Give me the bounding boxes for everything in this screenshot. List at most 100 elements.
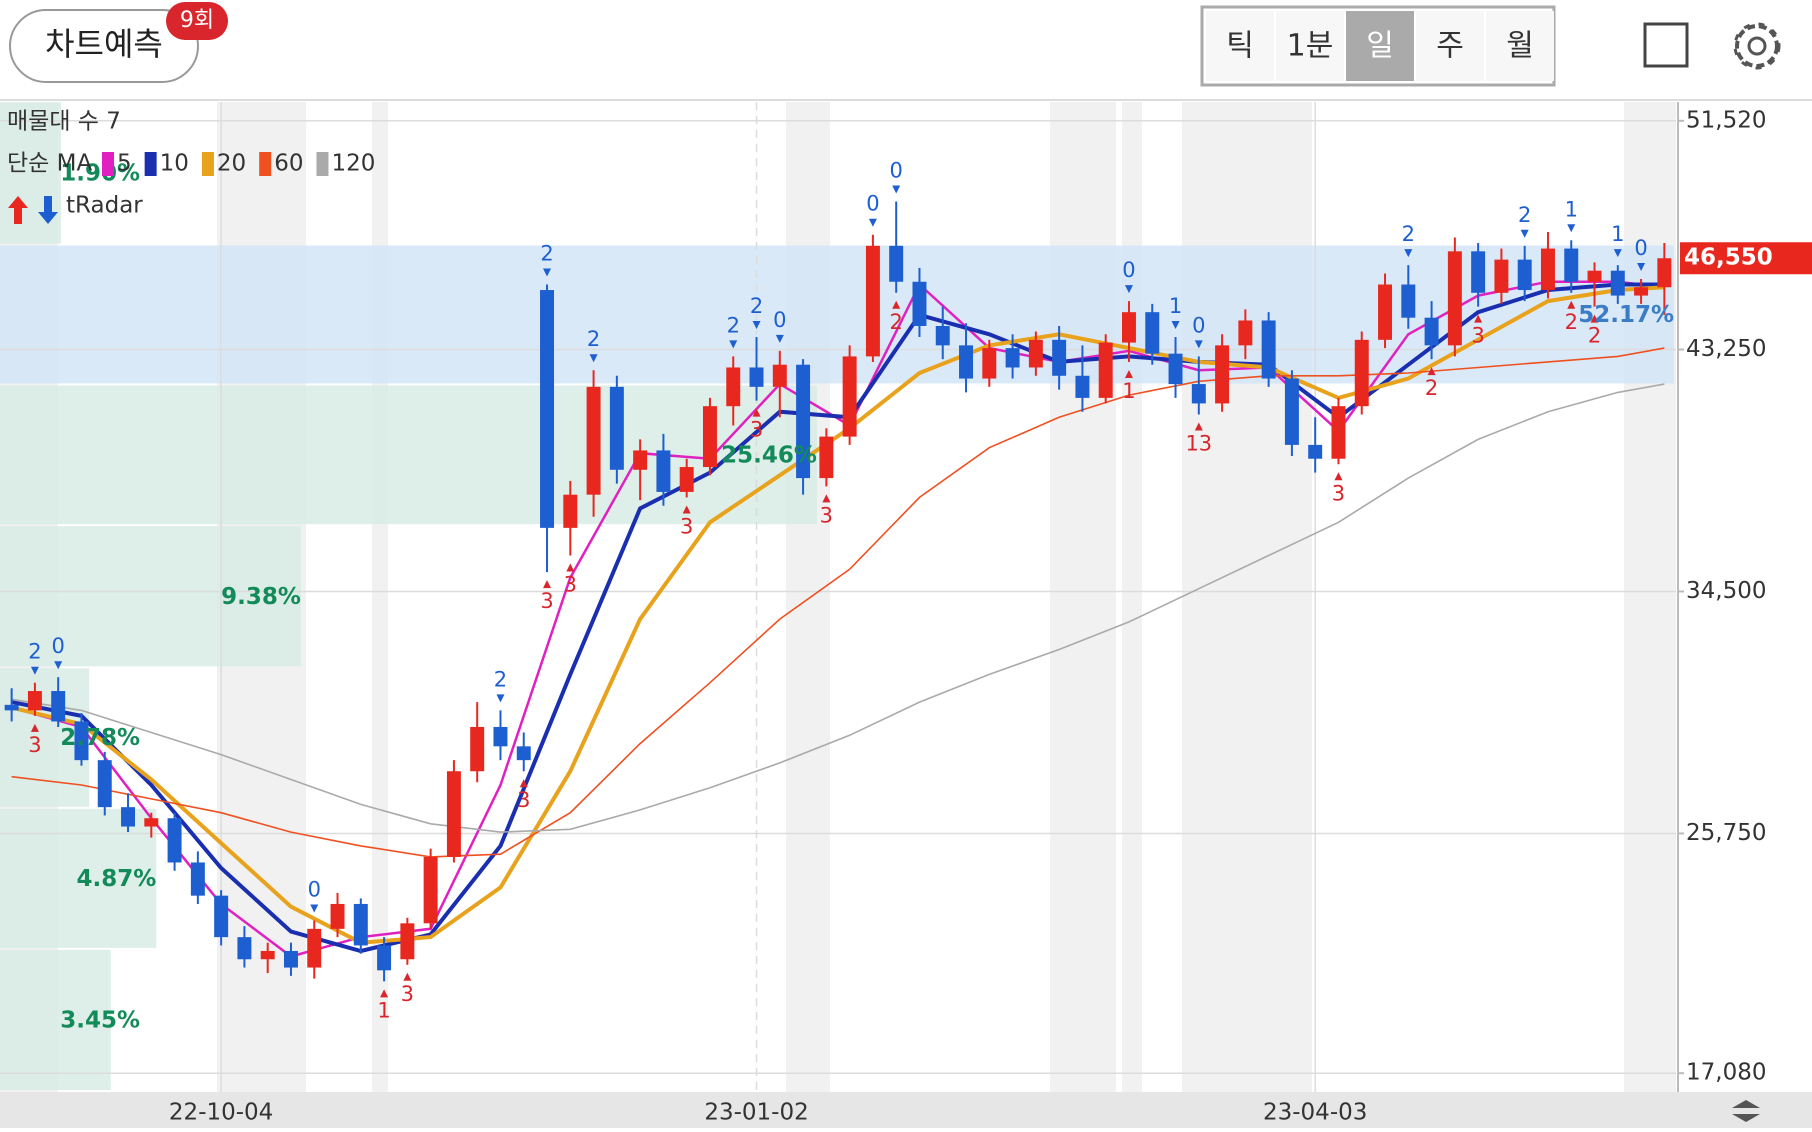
predict-label[interactable]: 차트예측 — [45, 25, 163, 63]
signal-arrow — [1194, 422, 1203, 431]
resize-handle[interactable] — [1732, 1100, 1760, 1122]
candle-body — [74, 721, 89, 761]
candle-body — [1540, 248, 1555, 291]
candle-body — [959, 345, 974, 379]
y-tick-label: 25,750 — [1686, 820, 1766, 846]
signal-arrow — [1334, 472, 1343, 481]
candle-body — [446, 771, 461, 857]
signal-label: 3 — [28, 733, 41, 757]
signal-arrow — [1637, 262, 1646, 271]
signal-arrow — [519, 779, 528, 788]
settings-icon[interactable] — [1733, 22, 1781, 70]
badge-label: 9회 — [180, 8, 214, 33]
tab[interactable] — [1206, 11, 1274, 81]
x-tick-label: 23-01-02 — [704, 1100, 808, 1126]
y-tick-label: 17,080 — [1686, 1060, 1766, 1086]
signal-arrow — [822, 494, 831, 503]
volume-band-label: 9.38% — [221, 584, 301, 610]
last-price-label: 46,550 — [1684, 245, 1773, 271]
candle-body — [260, 950, 275, 960]
signal-label: 0 — [866, 192, 879, 216]
signal-arrow — [682, 505, 691, 514]
candle-body — [144, 818, 159, 827]
candle-body — [563, 494, 578, 528]
x-tick-label: 23-04-03 — [1263, 1100, 1367, 1126]
candle-body — [1634, 287, 1649, 296]
tab[interactable] — [1486, 11, 1554, 81]
tab-label[interactable]: 주 — [1436, 29, 1464, 64]
legend-label: 60 — [274, 151, 303, 177]
predict-button[interactable] — [9, 9, 199, 83]
candle-body — [912, 281, 927, 326]
candle-body — [1308, 444, 1323, 459]
signal-label: 1 — [1611, 222, 1624, 246]
candle-body — [237, 937, 252, 960]
signal-arrow — [729, 340, 738, 349]
candle-body — [470, 726, 485, 772]
signal-label: 0 — [773, 308, 786, 332]
tab-label[interactable]: 틱 — [1226, 29, 1254, 64]
candle-body — [1075, 375, 1090, 398]
candle-body — [726, 367, 741, 407]
volume-profile-label: 매물대 수 7 — [7, 109, 121, 135]
candle-body — [1261, 320, 1276, 379]
volume-band-label: 52.17% — [1578, 302, 1674, 328]
candle-body — [423, 856, 438, 924]
signal-label: 0 — [1122, 258, 1135, 282]
tab[interactable] — [1276, 11, 1344, 81]
signal-label: 0 — [890, 159, 903, 183]
tab[interactable] — [1416, 11, 1484, 81]
candle-body — [97, 760, 112, 808]
y-tick-label: 43,250 — [1686, 336, 1766, 362]
candle-body — [307, 928, 322, 968]
signal-label: 1 — [377, 998, 390, 1022]
candle-body — [935, 325, 950, 346]
candle-body — [982, 348, 997, 379]
signal-arrow — [1474, 314, 1483, 323]
tab-label[interactable]: 1분 — [1287, 29, 1334, 64]
signal-label: 2 — [1588, 324, 1601, 348]
signal-label: 3 — [1471, 324, 1484, 348]
signal-arrow — [1567, 224, 1576, 233]
signal-arrow — [1427, 367, 1436, 376]
candle-body — [1331, 406, 1346, 459]
legend-label: 5 — [117, 151, 132, 177]
signal-arrow — [54, 661, 63, 670]
candle-body — [656, 450, 671, 492]
volume-band — [0, 526, 301, 667]
candle-body — [283, 950, 298, 968]
legend-swatch — [201, 152, 214, 176]
signal-arrow — [752, 321, 761, 330]
legend-swatch — [316, 152, 329, 176]
signal-arrow — [589, 354, 598, 363]
tab-label[interactable]: 월 — [1506, 29, 1534, 64]
candle-body — [1494, 259, 1509, 293]
candle-body — [1378, 284, 1393, 340]
candle-body — [772, 364, 787, 387]
volume-band — [0, 808, 157, 948]
buy-arrow-icon — [8, 196, 28, 224]
tab[interactable] — [1346, 11, 1414, 81]
signal-label: 1 — [1122, 379, 1135, 403]
ma-line — [11, 383, 1665, 833]
signal-arrow — [310, 904, 319, 913]
legend-swatch — [144, 152, 157, 176]
legend-label: 10 — [160, 151, 189, 177]
candle-body — [4, 704, 19, 711]
volume-band — [0, 245, 1674, 384]
candle-body — [1587, 270, 1602, 282]
signal-label: 2 — [727, 313, 740, 337]
signal-label: 3 — [750, 418, 763, 442]
ma-line — [11, 347, 1665, 858]
signal-label: 0 — [1634, 236, 1647, 260]
candle-body — [353, 903, 368, 946]
signal-arrow — [1124, 285, 1133, 294]
fullscreen-icon[interactable] — [1643, 22, 1689, 68]
volume-band-label: 25.46% — [721, 442, 817, 468]
signal-arrow — [752, 408, 761, 417]
signal-arrow — [868, 218, 877, 227]
signal-arrow — [1404, 249, 1413, 258]
tab-label[interactable]: 일 — [1366, 29, 1394, 64]
candle-body — [865, 245, 880, 357]
